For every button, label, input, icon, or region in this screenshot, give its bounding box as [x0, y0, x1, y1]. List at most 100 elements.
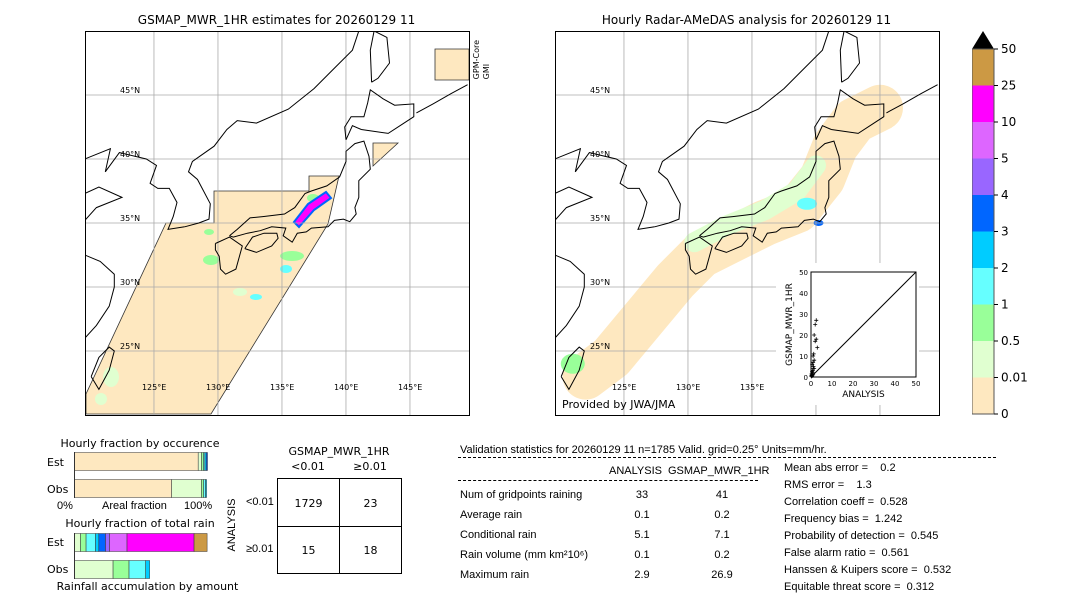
fraction-bar-segment — [201, 452, 204, 471]
coastline-shikoku — [714, 232, 749, 253]
lon-label: 125°E — [142, 383, 166, 392]
stats-col-gsmap: GSMAP_MWR_1HR — [668, 465, 770, 477]
score-line: False alarm ratio = 0.561 — [784, 547, 910, 559]
cell-miss: 15 — [301, 544, 316, 557]
colorbar-tick-label: 0.01 — [1001, 371, 1028, 385]
coastline-taiwan — [90, 346, 115, 391]
coastline-hokkaido — [814, 89, 885, 141]
lon-label: 135°E — [740, 383, 764, 392]
sensor-label-line2: GMI — [482, 63, 491, 80]
coastline-china — [556, 186, 594, 220]
fraction-bar-segment — [205, 479, 207, 498]
scatter-point — [812, 358, 817, 363]
y-tick-label: 30 — [799, 311, 808, 319]
scatter-point — [813, 339, 818, 344]
colorbar-tick-label: 4 — [1001, 188, 1009, 202]
scatter-axes — [810, 271, 917, 378]
rain-area — [203, 255, 219, 265]
stat-analysis-value: 0.1 — [634, 509, 650, 521]
occurrence-chart — [74, 452, 210, 498]
left-map: 45°N 40°N 35°N 30°N 25°N 125°E 130°E 135°E 140°E… — [85, 31, 470, 416]
colorbar-segment — [972, 231, 994, 268]
lon-label: 130°E — [676, 383, 700, 392]
fraction-bar-segment — [74, 560, 114, 579]
scatter-inset: 00 10 10 20 20 30 30 40 40 50 50 ANALYSIS GSMAP_MWR_… — [776, 263, 920, 405]
lon-label: 130°E — [206, 383, 230, 392]
stats-title: Validation statistics for 20260129 11 n=… — [460, 444, 827, 456]
fraction-bar-segment — [95, 533, 100, 552]
fraction-bar-segment — [85, 533, 96, 552]
credit-text: Provided by JWA/JMA — [562, 398, 676, 411]
cell-hits-none: 1729 — [294, 497, 323, 510]
coastline-kyushu — [214, 236, 243, 275]
x-tick-label: 20 — [849, 380, 858, 388]
colorbar-segment — [972, 158, 994, 195]
coastline-china2 — [86, 254, 115, 338]
colorbar: 0 0.01 0.5 1 2 3 4 5 10 25 50 — [972, 31, 1052, 431]
lat-label: 40°N — [120, 150, 140, 159]
scatter-point — [811, 354, 816, 358]
colorbar-extend-arrow — [972, 31, 994, 49]
row-header-1: <0.01 — [246, 496, 274, 508]
stats-divider — [458, 457, 996, 458]
right-map-title: Hourly Radar-AMeDAS analysis for 2026012… — [601, 13, 892, 27]
fraction-bar-segment — [128, 560, 146, 579]
row-axis-label: ANALYSIS — [226, 498, 238, 552]
rain-area — [560, 353, 585, 374]
rain-area — [280, 265, 292, 273]
coastline-honshu — [229, 140, 371, 243]
fraction-bar-segment — [171, 479, 202, 498]
fraction-bar-segment — [193, 533, 208, 552]
colorbar-segment — [972, 122, 994, 159]
coastline-kyushu — [684, 236, 713, 275]
coastline-china2 — [556, 254, 585, 338]
left-map-title: GSMAP_MWR_1HR estimates for 20260129 11 — [137, 13, 416, 27]
coastline-shikoku — [244, 232, 279, 253]
coastline-hokkaido — [344, 89, 415, 141]
rain-chart — [74, 533, 210, 579]
stat-gsmap-value: 26.9 — [711, 569, 733, 581]
heavy-rain-area — [292, 190, 333, 229]
scatter-point — [811, 360, 816, 365]
occ-x-min: 0% — [57, 500, 73, 512]
fraction-bar-segment — [74, 452, 199, 471]
rain-area — [797, 197, 818, 210]
scatter-point — [811, 351, 816, 356]
colorbar-tick-label: 2 — [1001, 261, 1009, 275]
scatter-point — [814, 318, 819, 323]
fraction-bar-segment — [126, 533, 195, 552]
x-tick-label: 10 — [828, 380, 837, 388]
colorbar-tick-label: 10 — [1001, 115, 1016, 129]
occ-obs-label: Obs — [47, 483, 69, 496]
y-axis-label: GSMAP_MWR_1HR — [785, 283, 795, 366]
y-tick-label: 0 — [804, 374, 808, 382]
fraction-bar-segment — [98, 533, 106, 552]
cell-hit: 18 — [363, 544, 378, 557]
stats-col-analysis: ANALYSIS — [609, 465, 662, 477]
x-tick-label: 30 — [870, 380, 879, 388]
stat-row-label: Average rain — [460, 509, 523, 521]
right-map: 45°N 40°N 35°N 30°N 25°N 125°E 130°E 135°E 0 0 10 1… — [555, 31, 940, 416]
colorbar-segment — [972, 304, 994, 341]
lat-label: 25°N — [120, 342, 140, 351]
score-line: RMS error = 1.3 — [784, 479, 872, 491]
coastline-china — [86, 186, 124, 220]
rain-area — [684, 155, 826, 253]
coastline-kuril — [886, 84, 938, 114]
coastline-taiwan — [560, 346, 585, 391]
contingency-title: GSMAP_MWR_1HR — [288, 445, 390, 458]
stat-gsmap-value: 7.1 — [714, 529, 730, 541]
fraction-bar-segment — [105, 533, 110, 552]
lon-label: 140°E — [334, 383, 358, 392]
y-tick-label: 40 — [799, 290, 808, 298]
rain-area — [95, 393, 107, 405]
sensor-label: GPM-Core GMI — [472, 40, 492, 79]
stats-header-divider — [458, 480, 758, 481]
stat-gsmap-value: 0.2 — [714, 549, 730, 561]
fraction-bar-segment — [145, 560, 150, 579]
score-line: Hanssen & Kuipers score = 0.532 — [784, 564, 952, 576]
scatter-point — [811, 364, 816, 369]
coastline-honshu — [699, 140, 841, 243]
fraction-bar-segment — [74, 533, 81, 552]
score-line: Frequency bias = 1.242 — [784, 513, 903, 525]
